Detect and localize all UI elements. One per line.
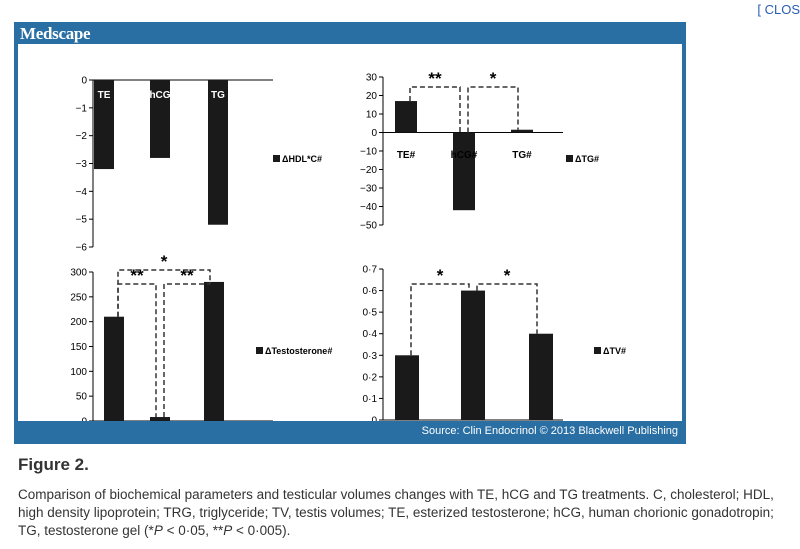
caption-p: P <box>223 523 233 538</box>
y-tick-label: 0·7 <box>363 265 378 276</box>
bar <box>104 316 124 421</box>
bar <box>511 129 533 133</box>
y-tick-label: 300 <box>70 268 87 279</box>
significance-label: ** <box>180 266 194 285</box>
close-link[interactable]: [ CLOS <box>757 2 800 17</box>
y-tick-label: 30 <box>366 73 378 84</box>
significance-label: * <box>161 252 168 271</box>
caption-p: P <box>153 523 163 538</box>
significance-label: * <box>504 266 511 285</box>
significance-label: ** <box>428 69 442 88</box>
legend-label: ΔTestosterone# <box>265 346 332 356</box>
figure-title: Figure 2. <box>18 455 89 474</box>
y-tick-label: −6 <box>76 243 88 254</box>
y-tick-label: 0·6 <box>363 286 378 297</box>
figure-frame: Medscape 0 −1 −2 −3 −4 −5 −6 TE hCG TG ΔHDL*C# 30 20… <box>14 22 686 444</box>
bar <box>395 101 417 133</box>
chart-panel: 0 −1 −2 −3 −4 −5 −6 TE hCG TG ΔHDL*C# 30 20 10 0 −10 −20… <box>18 44 682 421</box>
significance-bracket <box>467 86 519 133</box>
y-tick-label: 0·4 <box>363 329 378 340</box>
y-tick-label: −10 <box>360 147 377 158</box>
bar <box>150 80 170 158</box>
significance-label: ** <box>130 266 144 285</box>
source-credit: Source: Clin Endocrinol © 2013 Blackwell… <box>421 425 678 437</box>
y-tick-label: 0 <box>371 128 377 139</box>
bar <box>461 290 485 420</box>
y-tick-label: 50 <box>76 392 88 403</box>
medscape-logo: Medscape <box>20 24 91 43</box>
y-tick-label: 0 <box>81 76 87 87</box>
legend-swatch <box>256 347 263 354</box>
bar <box>150 417 170 421</box>
y-tick-label: −5 <box>76 215 88 226</box>
legend-label: ΔTV# <box>603 346 626 356</box>
y-tick-label: −1 <box>76 103 88 114</box>
category-label: TG <box>211 90 225 101</box>
bar <box>529 333 553 420</box>
significance-bracket <box>163 281 211 418</box>
y-tick-label: −20 <box>360 165 377 176</box>
y-tick-label: −50 <box>360 221 377 232</box>
y-tick-label: 150 <box>70 342 87 353</box>
bar <box>208 80 228 225</box>
y-tick-label: 0·3 <box>363 351 378 362</box>
significance-bracket <box>409 86 461 133</box>
legend-swatch <box>594 347 601 354</box>
y-tick-label: −3 <box>76 159 88 170</box>
y-tick-label: 0·5 <box>363 308 378 319</box>
significance-bracket <box>117 269 211 317</box>
y-tick-label: −4 <box>76 187 88 198</box>
caption-text: Comparison of biochemical parameters and… <box>18 487 774 538</box>
y-tick-label: 0 <box>81 417 87 422</box>
caption-text: < 0·05, ** <box>162 523 224 538</box>
y-tick-label: −2 <box>76 131 88 142</box>
figure-caption: Comparison of biochemical parameters and… <box>18 486 788 540</box>
y-tick-label: 0·2 <box>363 372 378 383</box>
y-tick-label: 0 <box>371 416 377 422</box>
y-tick-label: 10 <box>366 110 378 121</box>
y-tick-label: −30 <box>360 184 377 195</box>
bar <box>94 80 114 170</box>
charts-svg: 0−1−2−3−4−5−6TE hCG TGΔHDL*C#3020100−10−20… <box>70 69 626 422</box>
legend-swatch <box>273 155 280 162</box>
significance-label: * <box>437 266 444 285</box>
caption-text: < 0·005). <box>232 523 291 538</box>
bar <box>204 281 224 421</box>
category-label: TG# <box>512 150 532 161</box>
legend-swatch <box>566 155 573 162</box>
y-tick-label: −40 <box>360 202 377 213</box>
category-label: hCG# <box>451 150 478 161</box>
bar <box>453 132 475 211</box>
y-tick-label: 250 <box>70 292 87 303</box>
legend-label: ΔHDL*C# <box>282 154 322 164</box>
category-label: TE# <box>397 150 416 161</box>
significance-bracket <box>476 283 538 334</box>
y-tick-label: 100 <box>70 367 87 378</box>
significance-bracket <box>410 283 470 356</box>
legend-label: ΔTG# <box>575 154 599 164</box>
y-tick-label: 0·1 <box>363 394 378 405</box>
y-tick-label: 20 <box>366 91 378 102</box>
bar <box>395 355 419 420</box>
category-label: TE <box>98 90 111 101</box>
y-tick-label: 200 <box>70 317 87 328</box>
significance-label: * <box>490 69 497 88</box>
category-label: hCG <box>149 90 170 101</box>
